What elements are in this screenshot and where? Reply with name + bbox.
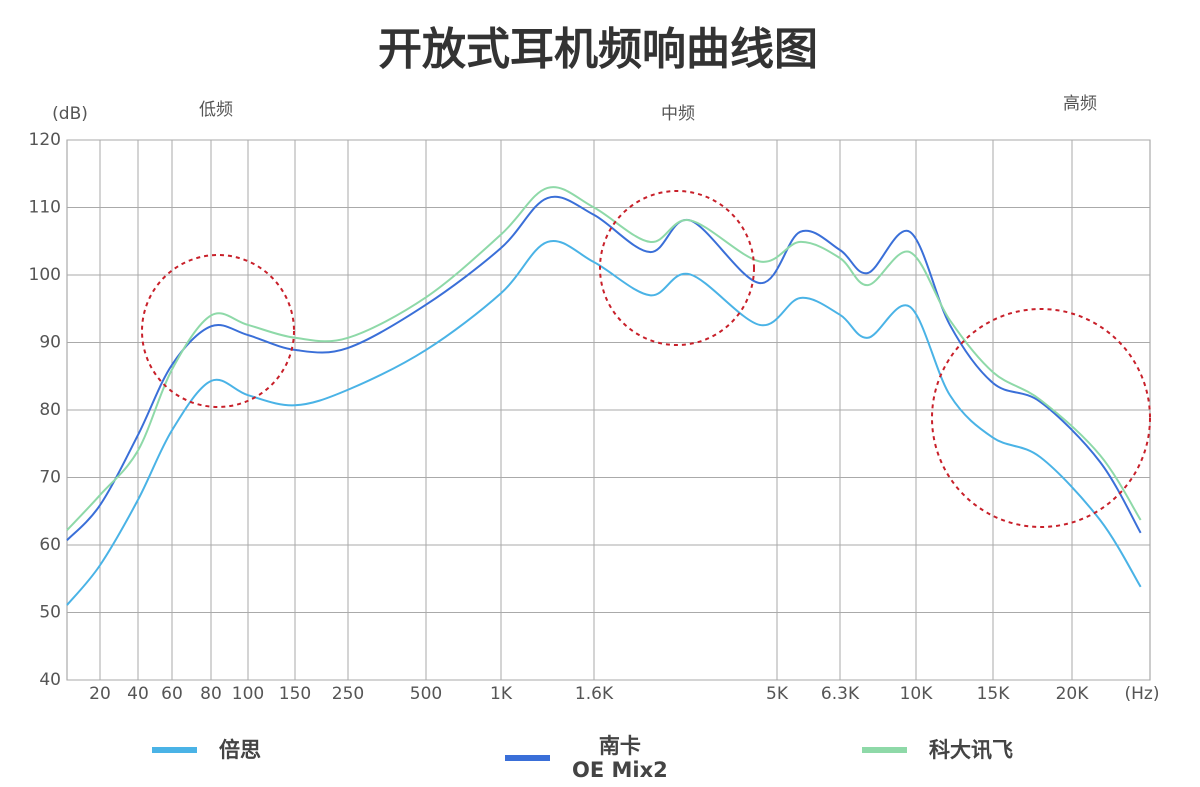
legend-item: 南卡 OE Mix2 [505,734,668,782]
x-tick-label: 5K [766,684,789,704]
y-tick-label: 120 [29,130,61,150]
legend-swatch [505,755,550,761]
y-axis-label: (dB) [52,104,88,124]
y-tick-label: 50 [39,603,61,623]
x-tick-label: 500 [410,684,442,704]
legend-label: 科大讯飞 [929,738,1013,762]
annotation: 中频 [661,104,695,124]
x-tick-label: 250 [332,684,364,704]
y-tick-label: 70 [39,468,61,488]
y-tick-label: 60 [39,535,61,555]
plot [66,186,1142,606]
grid: 40 50 60 70 80 90 100 110 120 20 40 60 80 100 150 250 50… [29,130,1151,704]
series-line [66,239,1142,606]
x-tick-label: 1.6K [575,684,614,704]
x-tick-label: 100 [232,684,264,704]
highlight-circle [141,254,295,408]
x-tick-label: 20K [1056,684,1090,704]
series-line [66,186,1142,531]
x-axis-label: (Hz) [1125,684,1160,704]
series-line [66,195,1142,541]
legend-item: 科大讯飞 [862,738,1013,762]
highlight-circle [931,308,1151,528]
y-tick-label: 80 [39,400,61,420]
legend-label: 南卡 OE Mix2 [572,734,668,782]
y-tick-label: 90 [39,333,61,353]
annotation: 低频 [199,100,233,120]
x-tick-label: 80 [200,684,222,704]
legend-swatch [862,747,907,753]
x-tick-label: 10K [900,684,934,704]
x-tick-label: 1K [490,684,513,704]
highlight-circle [599,190,755,346]
x-tick-label: 40 [127,684,149,704]
annotation: 高频 [1063,94,1097,114]
y-tick-label: 40 [39,670,61,690]
legend-swatch [152,747,197,753]
y-tick-label: 100 [29,265,61,285]
x-tick-label: 20 [89,684,111,704]
x-tick-label: 6.3K [821,684,860,704]
highlight-circles [141,190,1151,528]
x-tick-label: 15K [977,684,1011,704]
x-tick-label: 150 [279,684,311,704]
chart-title: 开放式耳机频响曲线图 [378,24,818,75]
legend-item: 倍思 [152,738,261,762]
x-tick-label: 60 [161,684,183,704]
legend-label: 倍思 [219,738,261,762]
y-tick-label: 110 [29,198,61,218]
